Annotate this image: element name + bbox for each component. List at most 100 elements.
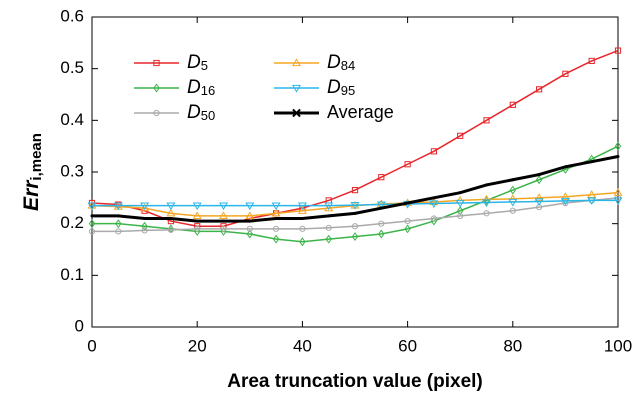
- x-tick-label: 0: [87, 336, 96, 355]
- marker: [273, 225, 280, 232]
- marker: [509, 185, 517, 195]
- marker: [376, 199, 386, 208]
- marker: [378, 174, 385, 181]
- x-tick-label: 20: [188, 336, 207, 355]
- marker: [430, 216, 438, 226]
- y-tick-label: 0.6: [60, 6, 84, 25]
- marker: [193, 226, 201, 236]
- marker: [404, 217, 411, 225]
- x-axis-label: Area truncation value (pixel): [227, 371, 483, 392]
- marker: [219, 202, 228, 211]
- legend-label: D5: [187, 52, 208, 73]
- marker: [153, 83, 160, 93]
- marker: [535, 175, 543, 185]
- marker: [220, 225, 227, 232]
- marker: [271, 208, 281, 217]
- series-line: [92, 155, 619, 223]
- x-tick-label: 40: [293, 336, 312, 355]
- point: [353, 211, 357, 215]
- legend-label: D95: [327, 77, 355, 98]
- marker: [404, 161, 411, 168]
- marker: [297, 202, 307, 211]
- marker: [194, 225, 201, 232]
- y-axis-label-sub: i,mean: [28, 133, 45, 181]
- x-tick-label: 60: [398, 336, 417, 355]
- marker: [192, 202, 202, 211]
- y-tick-label: 0.1: [60, 265, 84, 284]
- point: [379, 206, 383, 210]
- series-line: [91, 49, 619, 227]
- marker: [560, 192, 570, 200]
- x-tick-label: 80: [503, 336, 522, 355]
- marker: [324, 202, 334, 211]
- marker: [351, 186, 359, 194]
- marker: [429, 200, 439, 209]
- legend-label: Average: [327, 102, 394, 122]
- marker: [325, 224, 332, 231]
- marker: [140, 202, 150, 211]
- marker: [292, 108, 301, 118]
- marker: [378, 220, 385, 227]
- y-tick-label: 0.4: [60, 110, 84, 129]
- marker: [509, 101, 516, 108]
- y-tick-label: 0.2: [60, 213, 84, 232]
- point: [195, 219, 199, 223]
- marker: [430, 148, 437, 155]
- marker: [614, 47, 622, 54]
- point: [90, 214, 94, 218]
- y-tick-label: 0.3: [60, 161, 84, 180]
- y-tick-label: 0: [75, 316, 84, 335]
- point: [116, 214, 120, 218]
- marker: [404, 224, 411, 234]
- marker: [115, 228, 122, 235]
- y-tick-label: 0.5: [60, 58, 84, 77]
- marker: [455, 199, 465, 208]
- marker: [324, 203, 334, 212]
- point: [248, 219, 252, 223]
- point: [563, 165, 567, 169]
- marker: [153, 59, 160, 67]
- marker: [245, 211, 255, 220]
- marker: [508, 198, 518, 207]
- marker: [613, 188, 623, 196]
- marker: [429, 197, 439, 206]
- marker: [88, 219, 96, 229]
- marker: [536, 86, 543, 93]
- point: [143, 217, 147, 220]
- marker: [87, 202, 97, 211]
- marker: [457, 212, 464, 220]
- marker: [483, 210, 490, 217]
- legend-label: D50: [187, 102, 215, 123]
- marker: [430, 215, 437, 222]
- marker: [325, 234, 332, 244]
- point: [406, 201, 410, 205]
- marker: [88, 228, 96, 235]
- marker: [378, 229, 385, 239]
- marker: [113, 202, 123, 211]
- point: [537, 173, 541, 177]
- point: [485, 183, 488, 187]
- marker: [482, 199, 491, 208]
- marker: [166, 202, 176, 211]
- point: [458, 191, 462, 195]
- marker: [219, 211, 228, 220]
- marker: [457, 132, 464, 139]
- marker: [153, 109, 160, 117]
- marker: [292, 58, 301, 67]
- marker: [297, 206, 307, 214]
- marker: [271, 202, 281, 211]
- x-tick-label: 100: [604, 336, 632, 355]
- marker: [299, 237, 306, 247]
- point: [274, 217, 278, 220]
- point: [169, 217, 173, 220]
- marker: [534, 198, 544, 207]
- legend-label: D16: [187, 77, 215, 98]
- point: [222, 219, 225, 223]
- marker: [245, 202, 255, 211]
- marker: [562, 70, 569, 77]
- marker: [292, 84, 301, 93]
- point: [511, 178, 515, 182]
- marker: [141, 227, 148, 234]
